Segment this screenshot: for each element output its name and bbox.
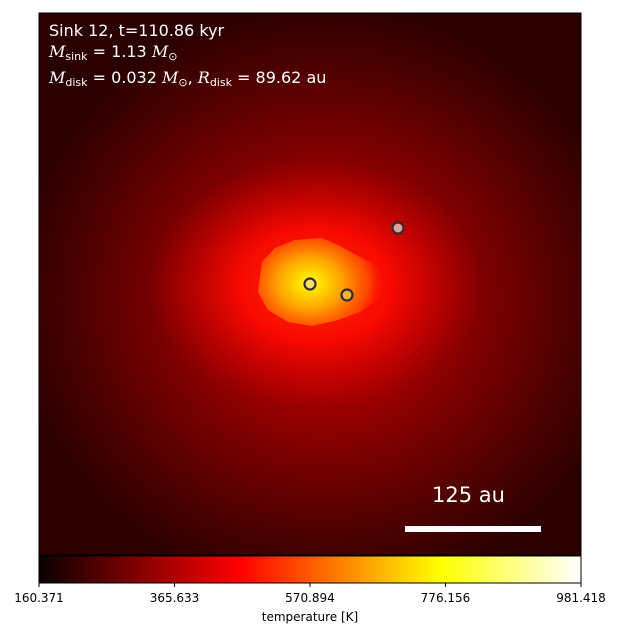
hot-region bbox=[258, 238, 385, 326]
disk-radius-value: = 89.62 au bbox=[231, 68, 327, 87]
sun-subscript: ⊙ bbox=[168, 50, 178, 63]
sink-marker-secondary bbox=[340, 288, 354, 302]
scale-bar bbox=[405, 526, 541, 532]
plot-frame bbox=[38, 12, 582, 556]
disk-sun-subscript: ⊙ bbox=[178, 76, 188, 89]
sink-marker-tertiary bbox=[391, 221, 405, 235]
disk-mass-symbol: M bbox=[49, 68, 66, 87]
colorbar-tick-label: 776.156 bbox=[420, 591, 471, 605]
mass-symbol: M bbox=[49, 42, 66, 61]
sink-mass-line: Msink = 1.13 M⊙ bbox=[49, 41, 326, 67]
disk-mass-value: = 0.032 bbox=[87, 68, 162, 87]
scale-bar-label: 125 au bbox=[432, 483, 505, 507]
colorbar-tick-label: 570.894 bbox=[285, 591, 335, 605]
colorbar bbox=[39, 556, 581, 583]
sink-annotation: Sink 12, t=110.86 kyr Msink = 1.13 M⊙ Md… bbox=[49, 20, 326, 93]
sink-marker-primary bbox=[303, 277, 317, 291]
sink-subscript: sink bbox=[65, 50, 88, 63]
disk-solar-mass-symbol: M bbox=[162, 68, 179, 87]
colorbar-ticks bbox=[38, 583, 582, 587]
sink-mass-value: = 1.13 bbox=[87, 42, 152, 61]
disk-line: Mdisk = 0.032 M⊙, Rdisk = 89.62 au bbox=[49, 67, 326, 93]
disk-radius-symbol: R bbox=[197, 68, 210, 87]
annotation-separator: , bbox=[187, 68, 198, 87]
disk-mass-subscript: disk bbox=[65, 76, 88, 89]
solar-mass-symbol: M bbox=[151, 42, 169, 61]
colorbar-tick-label: 160.371 bbox=[14, 591, 64, 605]
colorbar-tick-label: 981.418 bbox=[556, 591, 606, 605]
colorbar-label: temperature [K] bbox=[261, 610, 359, 624]
colorbar-tick-label: 365.633 bbox=[149, 591, 200, 605]
disk-radius-subscript: disk bbox=[209, 76, 232, 89]
sink-markers bbox=[303, 221, 405, 302]
sink-time-line: Sink 12, t=110.86 kyr bbox=[49, 21, 225, 40]
